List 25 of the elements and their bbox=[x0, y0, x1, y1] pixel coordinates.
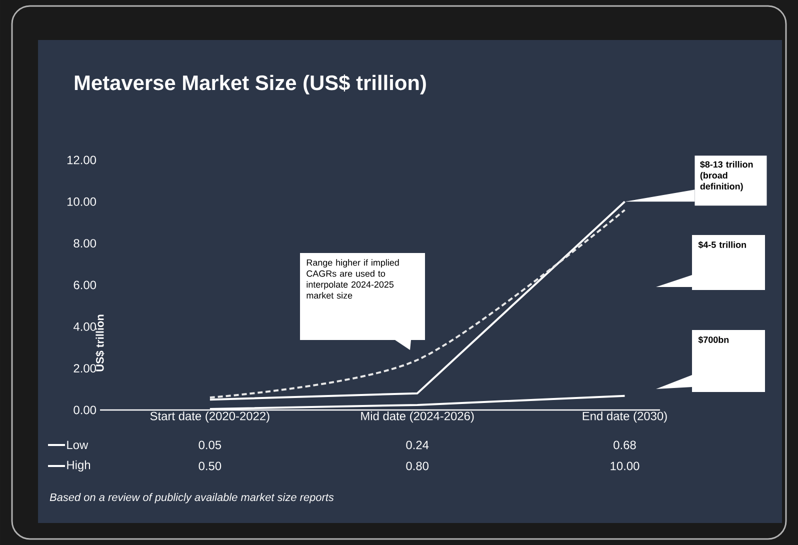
y-tick-label: 0.00 bbox=[74, 406, 96, 414]
chart-title: Metaverse Market Size (US$ trillion) bbox=[74, 74, 426, 94]
data-label: 0.68 bbox=[614, 440, 636, 450]
annotation: $8-13 trillion (broad definition) bbox=[700, 160, 753, 192]
x-tick-label: End date (2030) bbox=[582, 412, 667, 423]
y-tick-label: 12.00 bbox=[67, 156, 96, 164]
annotation: Range higher if implied CAGRs are used to interpolate 2024-2025 market size bbox=[306, 259, 399, 299]
x-tick-label: Start date (2020-2022) bbox=[150, 412, 270, 423]
y-tick-label: 6.00 bbox=[74, 280, 96, 290]
y-tick-label: 4.00 bbox=[74, 322, 96, 331]
y-tick-label: 2.00 bbox=[74, 364, 96, 373]
data-label: 10.00 bbox=[610, 462, 640, 470]
y-axis-title: US$ trillion bbox=[96, 314, 104, 372]
data-label: 0.80 bbox=[406, 462, 429, 470]
data-label: 0.24 bbox=[406, 440, 429, 450]
legend-label: High bbox=[67, 460, 90, 472]
y-tick-label: 10.00 bbox=[67, 197, 96, 206]
text: $4-5 trillion bbox=[698, 241, 746, 249]
legend-label: Low bbox=[67, 440, 88, 450]
x-tick-label: Mid date (2024-2026) bbox=[361, 412, 474, 423]
text: $700bn bbox=[698, 336, 729, 344]
y-tick-label: 8.00 bbox=[74, 239, 96, 248]
text: Based on a review of publicly available market size reports bbox=[50, 493, 334, 504]
data-label: 0.05 bbox=[198, 440, 222, 450]
data-label: 0.50 bbox=[198, 462, 222, 470]
